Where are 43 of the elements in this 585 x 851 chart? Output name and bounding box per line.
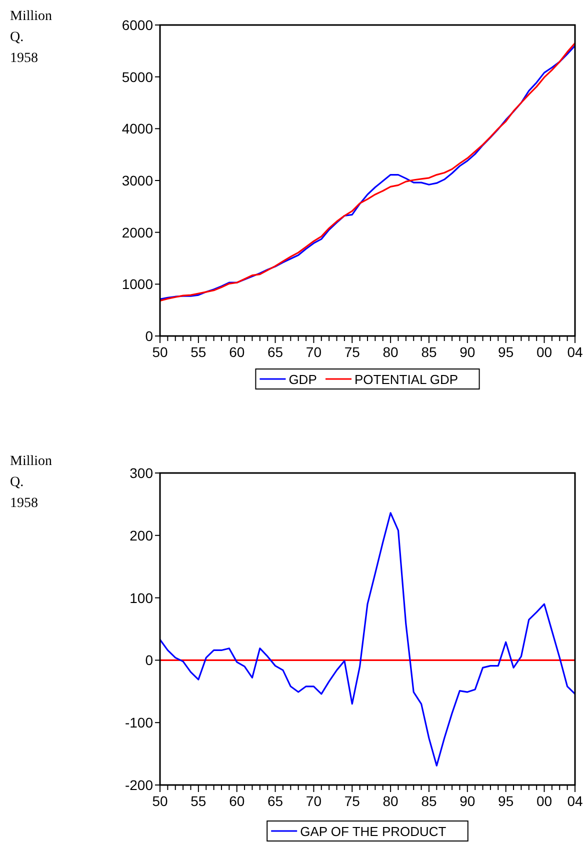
x-tick-label: 80 — [382, 793, 399, 809]
x-tick-label: 85 — [421, 344, 437, 360]
y-tick-label: 1000 — [122, 276, 154, 292]
x-tick-label: 00 — [536, 344, 552, 360]
y-tick-label: -100 — [124, 714, 154, 731]
legend-label: GDP — [288, 372, 317, 387]
x-tick-label: 95 — [498, 344, 514, 360]
y-tick-label: 5000 — [122, 68, 154, 85]
y-tick-label: 0 — [145, 652, 154, 668]
x-tick-label: 00 — [536, 793, 552, 809]
x-tick-label: 80 — [382, 344, 399, 360]
x-tick-label: 04 — [567, 344, 583, 360]
legend-label: GAP OF THE PRODUCT — [300, 824, 446, 839]
x-tick-label: 75 — [344, 344, 360, 360]
x-tick-label: 50 — [152, 793, 168, 809]
x-tick-label: 70 — [306, 344, 322, 360]
legend-label: POTENTIAL GDP — [354, 372, 458, 387]
y-tick-label: 100 — [130, 590, 154, 606]
x-tick-label: 65 — [267, 344, 284, 360]
y-tick-label: 200 — [130, 527, 154, 544]
x-tick-label: 85 — [421, 793, 437, 809]
x-tick-label: 95 — [498, 793, 514, 809]
line-series — [159, 512, 576, 766]
y-tick-label: 6000 — [122, 17, 154, 33]
x-tick-label: 90 — [460, 344, 476, 360]
y-tick-label: 3000 — [122, 172, 154, 188]
y-tick-label: 0 — [145, 328, 154, 344]
y-tick-label: -200 — [124, 777, 154, 793]
x-tick-label: 60 — [229, 344, 245, 360]
x-tick-label: 65 — [267, 793, 284, 809]
y-tick-label: 2000 — [122, 224, 154, 240]
x-tick-label: 50 — [152, 344, 168, 360]
x-tick-label: 60 — [229, 793, 245, 809]
x-tick-label: 70 — [306, 793, 322, 809]
x-tick-label: 90 — [460, 793, 476, 809]
x-tick-label: 55 — [190, 344, 206, 360]
x-tick-label: 75 — [344, 793, 360, 809]
x-tick-label: 04 — [567, 793, 583, 809]
y-axis-title: Million Q. 1958 — [10, 454, 52, 511]
y-axis-title: Million Q. 1958 — [10, 9, 52, 66]
y-tick-label: 4000 — [122, 120, 154, 137]
x-tick-label: 55 — [190, 793, 206, 809]
y-tick-label: 300 — [130, 465, 154, 481]
